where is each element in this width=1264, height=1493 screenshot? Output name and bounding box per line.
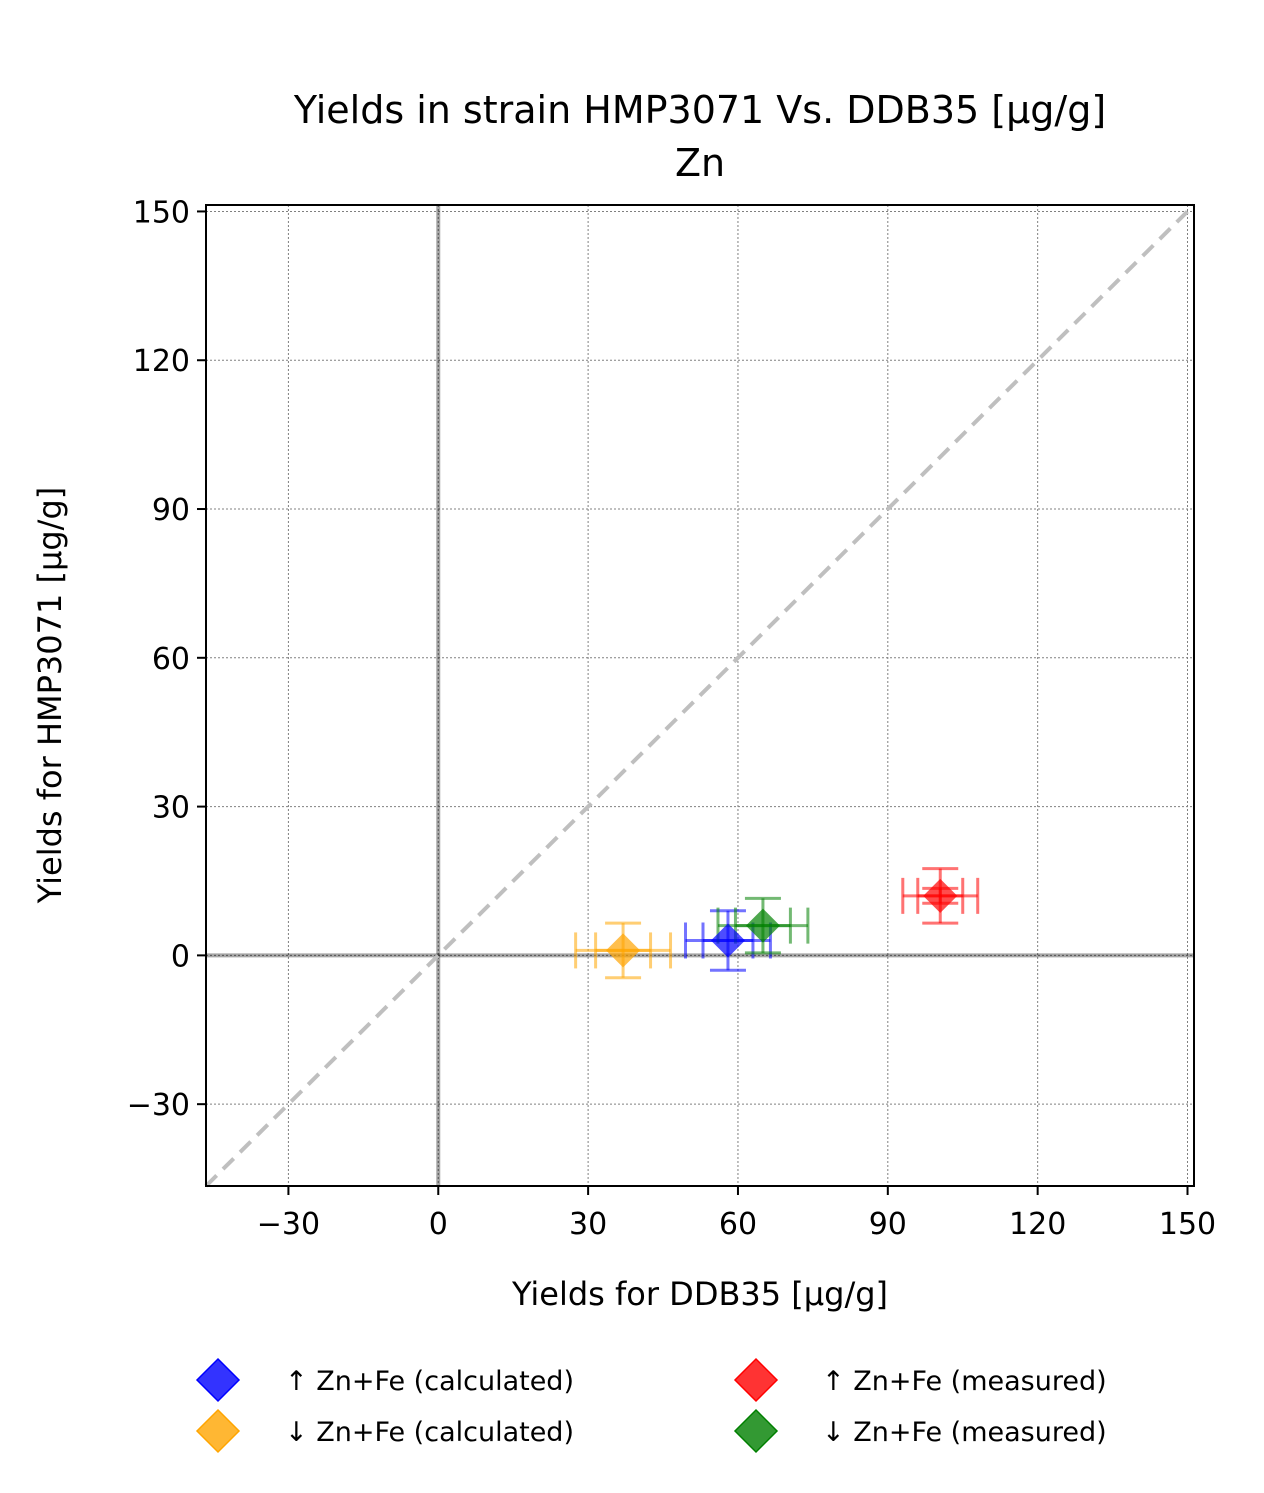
- chart-title: Yields in strain HMP3071 Vs. DDB35 [µg/g…: [293, 88, 1106, 132]
- data-point: [710, 923, 745, 958]
- y-tick-label: 150: [133, 195, 190, 230]
- x-tick-label: 120: [1009, 1207, 1066, 1242]
- reference-lines: [204, 203, 1196, 1188]
- grid: [206, 205, 1194, 1186]
- chart-subtitle: Zn: [675, 141, 725, 185]
- data-markers: [606, 878, 958, 968]
- x-tick-label: 90: [869, 1207, 907, 1242]
- legend-label: ↑ Zn+Fe (measured): [822, 1366, 1107, 1397]
- y-axis-ticks: −30 0 30 60 90 120 150: [127, 195, 206, 1123]
- legend: ↑ Zn+Fe (calculated) ↓ Zn+Fe (calculated)…: [195, 1357, 1107, 1454]
- y-tick-label: 90: [152, 493, 190, 528]
- x-axis-label: Yields for DDB35 [µg/g]: [511, 1275, 888, 1313]
- x-tick-label: 150: [1159, 1207, 1216, 1242]
- legend-label: ↓ Zn+Fe (measured): [822, 1417, 1107, 1448]
- data-point: [710, 923, 745, 958]
- x-tick-label: 60: [719, 1207, 757, 1242]
- data-point: [606, 933, 641, 968]
- legend-marker: [195, 1357, 241, 1403]
- legend-marker: [733, 1408, 779, 1454]
- error-bar: [594, 932, 653, 969]
- legend-label: ↓ Zn+Fe (calculated): [285, 1417, 574, 1448]
- data-point: [745, 908, 780, 943]
- x-tick-label: −30: [257, 1207, 320, 1242]
- data-point: [923, 878, 958, 913]
- plot-frame: [205, 204, 1195, 1187]
- y-axis-label: Yields for HMP3071 [µg/g]: [31, 487, 69, 905]
- y-tick-label: 60: [152, 642, 190, 677]
- error-bar: [733, 907, 792, 944]
- y-tick-label: 120: [133, 344, 190, 379]
- x-axis-ticks: −30 0 30 60 90 120 150: [257, 1186, 1216, 1242]
- y-tick-label: −30: [127, 1088, 190, 1123]
- identity-line: [204, 203, 1196, 1188]
- data-point: [606, 933, 641, 968]
- x-tick-label: 30: [569, 1207, 607, 1242]
- y-tick-label: 0: [171, 939, 190, 974]
- error-bars: [574, 867, 980, 980]
- data-point: [745, 908, 780, 943]
- legend-marker: [195, 1408, 241, 1454]
- x-tick-label: 0: [429, 1207, 448, 1242]
- legend-marker: [733, 1357, 779, 1403]
- error-bar: [916, 877, 965, 914]
- legend-label: ↑ Zn+Fe (calculated): [285, 1366, 574, 1397]
- y-tick-label: 30: [152, 791, 190, 826]
- data-point: [923, 878, 958, 913]
